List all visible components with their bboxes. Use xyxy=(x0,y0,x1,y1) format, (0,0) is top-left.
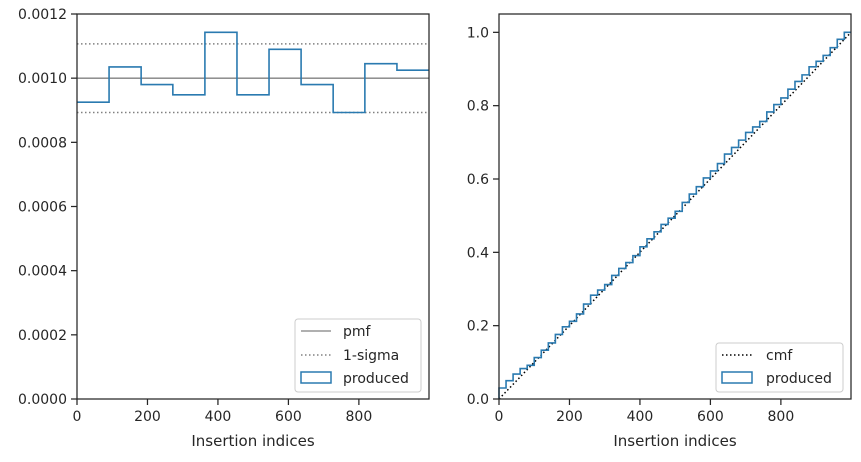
cmf-legend: cmf produced xyxy=(715,342,844,393)
cmf-ticks: 0 200 400 600 800 0.0 0.2 0.4 0.6 0.8 1.0 xyxy=(467,25,795,425)
legend-cmf-label: cmf xyxy=(766,348,793,364)
histogram-y-tick-label: 0.0008 xyxy=(18,135,67,151)
produced-histogram xyxy=(77,31,429,114)
legend-pmf-label: pmf xyxy=(343,324,372,340)
histogram-y-tick-label: 0.0010 xyxy=(18,71,67,87)
cmf-y-tick-label: 0.6 xyxy=(467,172,489,188)
produced-cdf-line xyxy=(498,31,851,399)
histogram-panel: 0 200 400 600 800 0.0000 0.0002 0.0004 0.0006 0.0… xyxy=(18,7,430,450)
cmf-y-tick-label: 1.0 xyxy=(467,25,489,41)
histogram-y-tick-label: 0.0000 xyxy=(18,392,67,408)
cmf-y-tick-label: 0.0 xyxy=(467,392,489,408)
legend-produced-swatch xyxy=(721,371,753,384)
cmf-panel: 0 200 400 600 800 0.0 0.2 0.4 0.6 0.8 1.0 Insertio… xyxy=(467,13,852,450)
cmf-x-axis-label: Insertion indices xyxy=(613,432,736,450)
cmf-x-tick-label: 600 xyxy=(697,409,724,425)
histogram-x-tick-label: 400 xyxy=(205,409,232,425)
histogram-x-tick-label: 200 xyxy=(134,409,161,425)
legend-produced-label: produced xyxy=(766,371,832,387)
cmf-x-tick-label: 200 xyxy=(556,409,583,425)
histogram-y-tick-label: 0.0012 xyxy=(18,7,67,23)
cmf-y-tick-label: 0.4 xyxy=(467,245,489,261)
legend-sigma-label: 1-sigma xyxy=(343,348,399,364)
histogram-x-axis-label: Insertion indices xyxy=(191,432,314,450)
cmf-line xyxy=(498,31,852,400)
cmf-x-tick-label: 400 xyxy=(627,409,654,425)
histogram-ticks: 0 200 400 600 800 0.0000 0.0002 0.0004 0.0006 0.0… xyxy=(18,7,372,425)
histogram-x-tick-label: 800 xyxy=(346,409,373,425)
histogram-x-tick-label: 0 xyxy=(73,409,82,425)
histogram-y-tick-label: 0.0004 xyxy=(18,264,67,280)
histogram-marks xyxy=(77,31,429,114)
legend-produced-swatch xyxy=(300,371,332,384)
cmf-y-tick-label: 0.8 xyxy=(467,99,489,115)
cmf-y-tick-label: 0.2 xyxy=(467,319,489,335)
legend-produced-label: produced xyxy=(343,371,409,387)
cmf-marks xyxy=(498,31,852,400)
histogram-y-tick-label: 0.0002 xyxy=(18,328,67,344)
cmf-x-tick-label: 0 xyxy=(495,409,504,425)
histogram-x-tick-label: 600 xyxy=(275,409,302,425)
cmf-x-tick-label: 800 xyxy=(768,409,795,425)
histogram-legend: pmf 1-sigma produced xyxy=(294,318,422,393)
cmf-axes-frame xyxy=(498,13,852,400)
histogram-y-tick-label: 0.0006 xyxy=(18,200,67,216)
